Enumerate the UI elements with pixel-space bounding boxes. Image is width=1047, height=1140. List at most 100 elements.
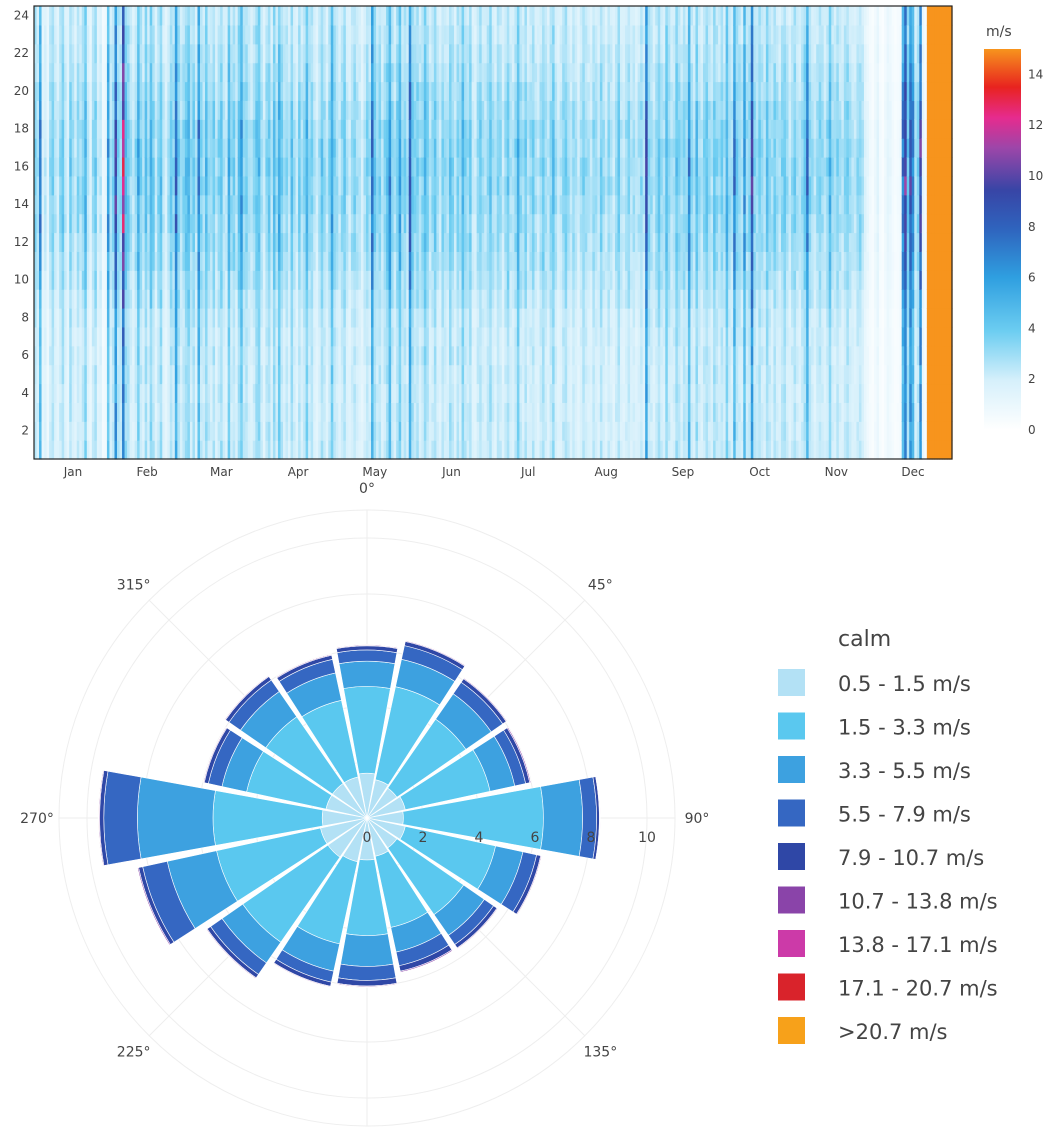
heatmap-cell bbox=[310, 402, 314, 422]
heatmap-cell bbox=[111, 345, 116, 366]
heatmap-cell bbox=[461, 326, 465, 347]
heatmap-cell bbox=[240, 62, 244, 83]
heatmap-cell bbox=[272, 138, 277, 158]
heatmap-cell bbox=[262, 402, 266, 422]
heatmap-cell bbox=[169, 62, 173, 83]
heatmap-cell bbox=[300, 251, 304, 271]
heatmap-cell bbox=[222, 402, 226, 422]
heatmap-cell bbox=[330, 421, 334, 441]
heatmap-cell bbox=[245, 421, 249, 441]
heatmap-cell bbox=[44, 251, 48, 271]
heatmap-cell bbox=[91, 194, 95, 215]
heatmap-cell bbox=[330, 43, 334, 64]
heatmap-cell bbox=[373, 421, 377, 441]
heatmap-cell bbox=[54, 194, 58, 215]
heatmap-cell bbox=[511, 62, 515, 83]
heatmap-cell bbox=[174, 232, 178, 252]
heatmap-cell bbox=[36, 270, 40, 290]
heatmap-cell bbox=[441, 6, 445, 26]
heatmap-cell bbox=[428, 440, 432, 460]
heatmap-cell bbox=[184, 43, 189, 64]
heatmap-cell bbox=[46, 43, 50, 64]
heatmap-cell bbox=[534, 62, 538, 83]
heatmap-cell bbox=[202, 175, 206, 196]
heatmap-cell bbox=[182, 270, 186, 290]
heatmap-cell bbox=[290, 157, 294, 177]
heatmap-cell bbox=[267, 383, 272, 403]
heatmap-cell bbox=[371, 345, 375, 366]
heatmap-cell bbox=[355, 157, 360, 177]
heatmap-cell bbox=[340, 232, 344, 252]
heatmap-cell bbox=[431, 440, 435, 460]
heatmap-cell bbox=[94, 345, 98, 366]
heatmap-cell bbox=[260, 6, 264, 26]
heatmap-cell bbox=[537, 194, 541, 215]
heatmap-cell bbox=[54, 364, 58, 385]
heatmap-cell bbox=[44, 81, 48, 101]
heatmap-cell bbox=[355, 119, 360, 139]
heatmap-cell bbox=[39, 383, 43, 403]
heatmap-cell bbox=[197, 326, 201, 347]
heatmap-cell bbox=[436, 421, 440, 441]
heatmap-cell bbox=[355, 43, 360, 64]
heatmap-cell bbox=[376, 194, 380, 215]
heatmap-cell bbox=[325, 24, 329, 45]
heatmap-cell bbox=[265, 157, 269, 177]
heatmap-cell bbox=[496, 43, 500, 64]
heatmap-cell bbox=[313, 383, 317, 403]
heatmap-cell bbox=[489, 289, 493, 309]
heatmap-cell bbox=[371, 175, 375, 196]
heatmap-cell bbox=[511, 100, 515, 120]
heatmap-cell bbox=[521, 175, 526, 196]
heatmap-cell bbox=[174, 62, 178, 83]
heatmap-cell bbox=[59, 270, 63, 290]
heatmap-cell bbox=[345, 81, 349, 101]
heatmap-cell bbox=[416, 138, 420, 158]
heatmap-cell bbox=[310, 119, 314, 139]
heatmap-cell bbox=[461, 364, 465, 385]
heatmap-cell bbox=[242, 326, 246, 347]
heatmap-cell bbox=[376, 232, 380, 252]
heatmap-cell bbox=[265, 6, 269, 26]
heatmap-cell bbox=[348, 194, 352, 215]
heatmap-cell bbox=[182, 175, 186, 196]
heatmap-cell bbox=[99, 383, 103, 403]
heatmap-cell bbox=[504, 175, 508, 196]
heatmap-cell bbox=[94, 270, 98, 290]
heatmap-cell bbox=[71, 421, 75, 441]
heatmap-cell bbox=[365, 383, 370, 403]
heatmap-cell bbox=[388, 270, 392, 290]
heatmap-cell bbox=[310, 289, 314, 309]
heatmap-cell bbox=[71, 43, 75, 64]
heatmap-cell bbox=[222, 232, 226, 252]
heatmap-cell bbox=[182, 308, 186, 328]
heatmap-cell bbox=[446, 194, 450, 215]
heatmap-cell bbox=[431, 175, 435, 196]
heatmap-cell bbox=[381, 289, 385, 309]
heatmap-cell bbox=[199, 157, 204, 177]
heatmap-cell bbox=[137, 440, 141, 460]
heatmap-cell bbox=[250, 364, 254, 385]
heatmap-cell bbox=[56, 175, 60, 196]
heatmap-cell bbox=[277, 119, 282, 139]
heatmap-cell bbox=[285, 270, 289, 290]
heatmap-cell bbox=[255, 43, 259, 64]
heatmap-cell bbox=[260, 289, 264, 309]
heatmap-cell bbox=[416, 251, 420, 271]
heatmap-cell bbox=[531, 138, 536, 158]
heatmap-cell bbox=[428, 289, 432, 309]
heatmap-cell bbox=[345, 270, 349, 290]
heatmap-cell bbox=[371, 402, 375, 422]
heatmap-cell bbox=[285, 194, 289, 215]
heatmap-cell bbox=[179, 100, 183, 120]
heatmap-cell bbox=[91, 119, 95, 139]
heatmap-cell bbox=[418, 289, 422, 309]
heatmap-cell bbox=[172, 289, 176, 309]
heatmap-cell bbox=[142, 289, 146, 309]
heatmap-cell bbox=[242, 345, 246, 366]
heatmap-cell bbox=[318, 289, 322, 309]
heatmap-cell bbox=[526, 383, 531, 403]
heatmap-cell bbox=[235, 440, 239, 460]
heatmap-cell bbox=[514, 100, 518, 120]
heatmap-cell bbox=[114, 24, 118, 45]
